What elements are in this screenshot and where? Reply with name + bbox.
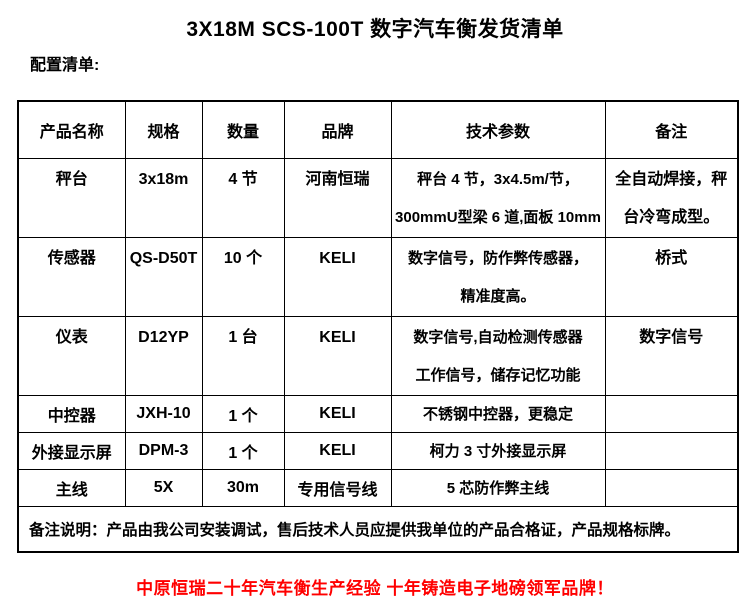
- cell-brand: KELI: [283, 315, 392, 396]
- cell-product-name: 中控器: [17, 394, 126, 433]
- cell-quantity: 1 台: [201, 315, 285, 396]
- cell-quantity: 10 个: [201, 236, 285, 317]
- cell-tech-params: 5 芯防作弊主线: [390, 468, 606, 507]
- document-title: 3X18M SCS-100T 数字汽车衡发货清单: [186, 18, 564, 41]
- cell-note: [604, 468, 739, 507]
- cell-product-name: 主线: [17, 468, 126, 507]
- cell-brand: KELI: [283, 431, 392, 470]
- table-body: 秤台 3x18m 4 节 河南恒瑞 秤台 4 节，3x4.5m/节， 300mm…: [17, 157, 739, 553]
- table-row-junction-controller: 中控器 JXH-10 1 个 KELI 不锈钢中控器，更稳定: [17, 394, 739, 433]
- cell-brand: KELI: [283, 394, 392, 433]
- cell-product-name: 传感器: [17, 236, 126, 317]
- cell-spec: JXH-10: [124, 394, 203, 433]
- cell-quantity: 1 个: [201, 394, 285, 433]
- cell-tech-params: 数字信号，防作弊传感器， 精准度高。: [390, 236, 606, 317]
- cell-spec: QS-D50T: [124, 236, 203, 317]
- header-product-name: 产品名称: [17, 100, 126, 159]
- header-quantity: 数量: [201, 100, 285, 159]
- table-row-external-display: 外接显示屏 DPM-3 1 个 KELI 柯力 3 寸外接显示屏: [17, 431, 739, 470]
- cell-note: [604, 431, 739, 470]
- cell-brand: KELI: [283, 236, 392, 317]
- shipping-list-table: 产品名称 规格 数量 品牌 技术参数 备注 秤台 3x18m 4 节 河南恒瑞 …: [17, 100, 739, 553]
- cell-product-name: 秤台: [17, 157, 126, 238]
- cell-tech-params: 不锈钢中控器，更稳定: [390, 394, 606, 433]
- cell-product-name: 外接显示屏: [17, 431, 126, 470]
- table-row-sensor: 传感器 QS-D50T 10 个 KELI 数字信号，防作弊传感器， 精准度高。…: [17, 236, 739, 317]
- cell-note: [604, 394, 739, 433]
- brand-slogan: 中原恒瑞二十年汽车衡生产经验 十年铸造电子地磅领军品牌！: [136, 579, 614, 598]
- cell-note: 桥式: [604, 236, 739, 317]
- table-row-weighbridge: 秤台 3x18m 4 节 河南恒瑞 秤台 4 节，3x4.5m/节， 300mm…: [17, 157, 739, 238]
- remark-text: 备注说明：产品由我公司安装调试，售后技术人员应提供我单位的产品合格证，产品规格标…: [17, 505, 739, 553]
- cell-spec: DPM-3: [124, 431, 203, 470]
- cell-tech-params: 秤台 4 节，3x4.5m/节， 300mmU型梁 6 道,面板 10mm: [390, 157, 606, 238]
- header-row: 产品名称 规格 数量 品牌 技术参数 备注: [17, 100, 739, 159]
- cell-note: 全自动焊接，秤 台冷弯成型。: [604, 157, 739, 238]
- cell-tech-params: 柯力 3 寸外接显示屏: [390, 431, 606, 470]
- header-note: 备注: [604, 100, 739, 159]
- cell-tech-params: 数字信号,自动检测传感器 工作信号，储存记忆功能: [390, 315, 606, 396]
- cell-quantity: 1 个: [201, 431, 285, 470]
- table-row-indicator: 仪表 D12YP 1 台 KELI 数字信号,自动检测传感器 工作信号，储存记忆…: [17, 315, 739, 396]
- cell-note: 数字信号: [604, 315, 739, 396]
- config-list-label: 配置清单:: [30, 57, 100, 74]
- table-row-remark: 备注说明：产品由我公司安装调试，售后技术人员应提供我单位的产品合格证，产品规格标…: [17, 505, 739, 553]
- cell-spec: 5X: [124, 468, 203, 507]
- table-row-main-cable: 主线 5X 30m 专用信号线 5 芯防作弊主线: [17, 468, 739, 507]
- cell-brand: 专用信号线: [283, 468, 392, 507]
- header-tech-params: 技术参数: [390, 100, 606, 159]
- cell-spec: 3x18m: [124, 157, 203, 238]
- cell-spec: D12YP: [124, 315, 203, 396]
- cell-quantity: 4 节: [201, 157, 285, 238]
- table-header: 产品名称 规格 数量 品牌 技术参数 备注: [17, 100, 739, 159]
- cell-product-name: 仪表: [17, 315, 126, 396]
- cell-quantity: 30m: [201, 468, 285, 507]
- cell-brand: 河南恒瑞: [283, 157, 392, 238]
- header-brand: 品牌: [283, 100, 392, 159]
- header-spec: 规格: [124, 100, 203, 159]
